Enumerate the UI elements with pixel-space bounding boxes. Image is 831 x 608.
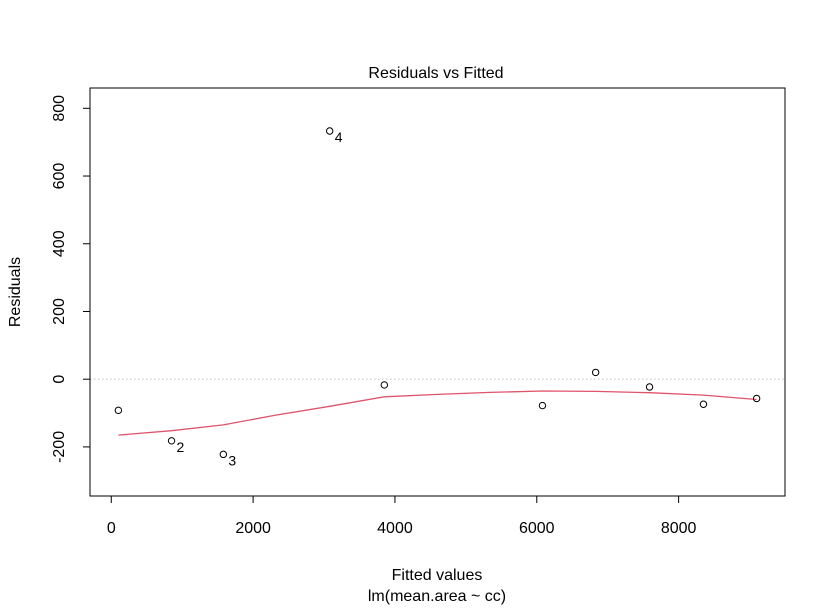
chart-subtitle: lm(mean.area ~ cc) (368, 588, 506, 605)
y-tick-label: 0 (51, 375, 68, 384)
x-tick-label: 6000 (519, 520, 555, 537)
x-axis: 0 2000 4000 6000 8000 (107, 495, 697, 537)
smoother-layer (118, 390, 757, 436)
chart-title: Residuals vs Fitted (368, 65, 503, 82)
point-label: 2 (177, 439, 185, 455)
data-point (538, 401, 547, 410)
y-tick-label: 600 (51, 163, 68, 190)
y-axis: -200 0 200 400 600 800 (51, 95, 91, 463)
x-tick-label: 4000 (377, 520, 413, 537)
data-point (219, 450, 228, 459)
y-tick-label: 200 (51, 298, 68, 325)
data-point (645, 383, 654, 391)
y-tick-label: -200 (51, 431, 68, 463)
y-tick-label: 400 (51, 230, 68, 257)
x-tick-label: 0 (107, 520, 116, 537)
data-point (699, 400, 708, 408)
data-point (114, 406, 123, 415)
data-point (326, 127, 334, 135)
x-axis-label: Fitted values (392, 567, 483, 584)
point-label: 3 (228, 452, 236, 468)
data-point (380, 381, 389, 389)
smoother-line (118, 390, 757, 436)
data-point (752, 394, 761, 403)
x-tick-label: 2000 (235, 520, 271, 537)
data-point (167, 437, 176, 445)
y-axis-label: Residuals (7, 257, 24, 327)
points-layer: 2 3 4 (114, 127, 761, 468)
x-tick-label: 8000 (661, 520, 697, 537)
data-point (591, 368, 600, 377)
y-tick-label: 800 (51, 95, 68, 122)
point-label: 4 (335, 129, 343, 145)
